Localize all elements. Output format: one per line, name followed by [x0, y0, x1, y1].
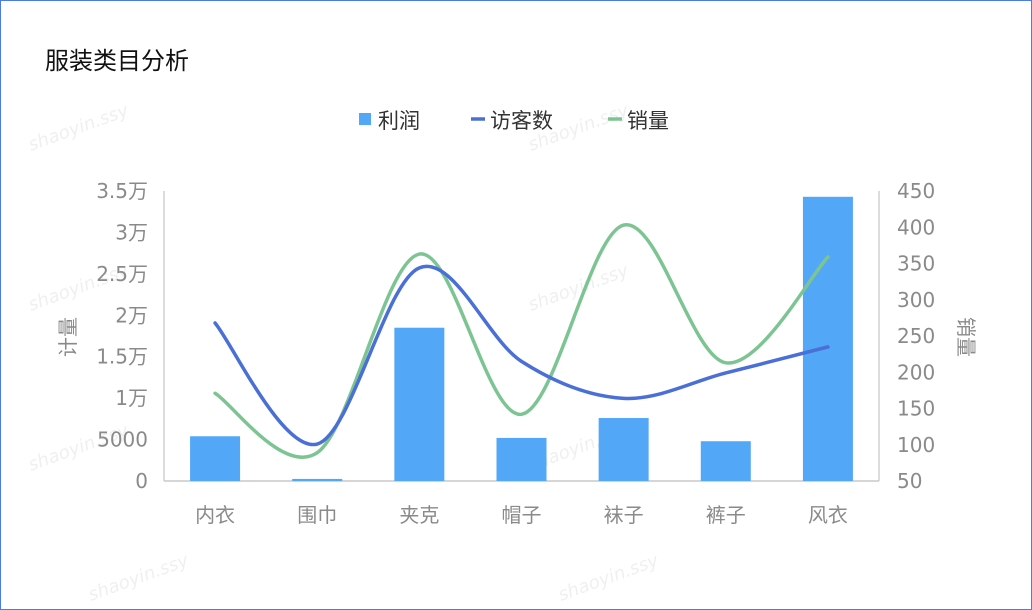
right-tick-label: 350 [897, 252, 935, 276]
right-tick-label: 400 [897, 215, 935, 239]
legend-label-销量: 销量 [627, 109, 669, 133]
x-tick-label: 裤子 [706, 503, 746, 527]
right-tick-label: 200 [897, 360, 935, 384]
chart-title: 服装类目分析 [45, 47, 189, 75]
right-tick-label: 50 [897, 469, 922, 493]
bar-内衣 [190, 436, 241, 481]
legend-label-利润: 利润 [378, 109, 420, 133]
right-tick-label: 300 [897, 288, 935, 312]
x-tick-label: 帽子 [502, 503, 542, 527]
left-tick-label: 5000 [97, 428, 148, 452]
right-tick-label: 250 [897, 324, 935, 348]
right-tick-label: 450 [897, 179, 935, 203]
right-axis-title: 销量 [954, 317, 978, 357]
bar-风衣 [802, 196, 853, 482]
right-tick-label: 100 [897, 433, 935, 457]
x-tick-label: 围巾 [297, 503, 337, 527]
watermark: shaoyin.ssy [86, 550, 192, 606]
legend-marker-利润 [359, 113, 371, 125]
left-tick-label: 1万 [115, 386, 148, 410]
bar-夹克 [394, 327, 445, 481]
left-tick-label: 3万 [115, 220, 148, 244]
x-tick-label: 内衣 [195, 503, 235, 527]
bar-裤子 [700, 441, 751, 481]
watermark: shaoyin.ssy [26, 100, 132, 156]
right-tick-label: 150 [897, 397, 935, 421]
line-销量 [213, 223, 830, 459]
left-tick-label: 0 [135, 469, 148, 493]
bar-帽子 [496, 437, 547, 481]
line-访客数 [213, 264, 830, 446]
left-tick-label: 2.5万 [96, 262, 148, 286]
left-tick-label: 3.5万 [96, 179, 148, 203]
left-axis-title: 计量 [56, 317, 80, 357]
left-tick-label: 1.5万 [96, 345, 148, 369]
bar-袜子 [598, 418, 649, 481]
x-tick-label: 风衣 [808, 503, 848, 527]
bar-围巾 [292, 478, 343, 481]
left-tick-label: 2万 [115, 303, 148, 327]
legend-label-访客数: 访客数 [490, 109, 553, 133]
watermark: shaoyin.ssy [556, 550, 662, 606]
x-tick-label: 夹克 [399, 503, 439, 527]
x-tick-label: 袜子 [604, 503, 644, 527]
